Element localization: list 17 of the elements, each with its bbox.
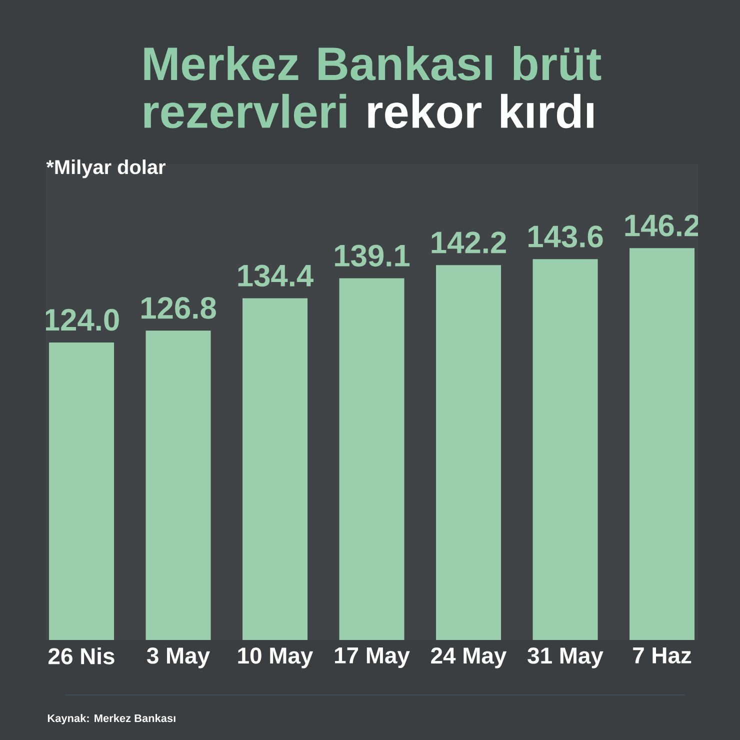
x-tick-label: 10 May bbox=[238, 648, 314, 668]
chart-title: Merkez Bankası brüt rezervleri rekor kırdı bbox=[144, 46, 602, 128]
x-tick-label: 7 Haz bbox=[633, 648, 692, 664]
data-label: 143.6 bbox=[528, 226, 603, 248]
data-label: 124.0 bbox=[44, 308, 119, 331]
data-label: 146.2 bbox=[625, 214, 700, 236]
data-label: 126.8 bbox=[142, 297, 216, 319]
data-label: 134.4 bbox=[238, 264, 314, 287]
x-tick-label: 17 May bbox=[334, 648, 410, 668]
data-label: 139.1 bbox=[335, 244, 410, 267]
text: Kaynak: Merkez Bankası bbox=[48, 714, 176, 724]
chart-subtitle: *Milyar dolar bbox=[46, 160, 166, 178]
x-tick-label: 3 May bbox=[146, 648, 210, 668]
x-tick-label: 26 Nis bbox=[48, 648, 114, 664]
x-tick-label: 24 May bbox=[431, 648, 507, 668]
x-tick-label: 31 May bbox=[528, 648, 604, 668]
data-label: 142.2 bbox=[432, 232, 506, 254]
